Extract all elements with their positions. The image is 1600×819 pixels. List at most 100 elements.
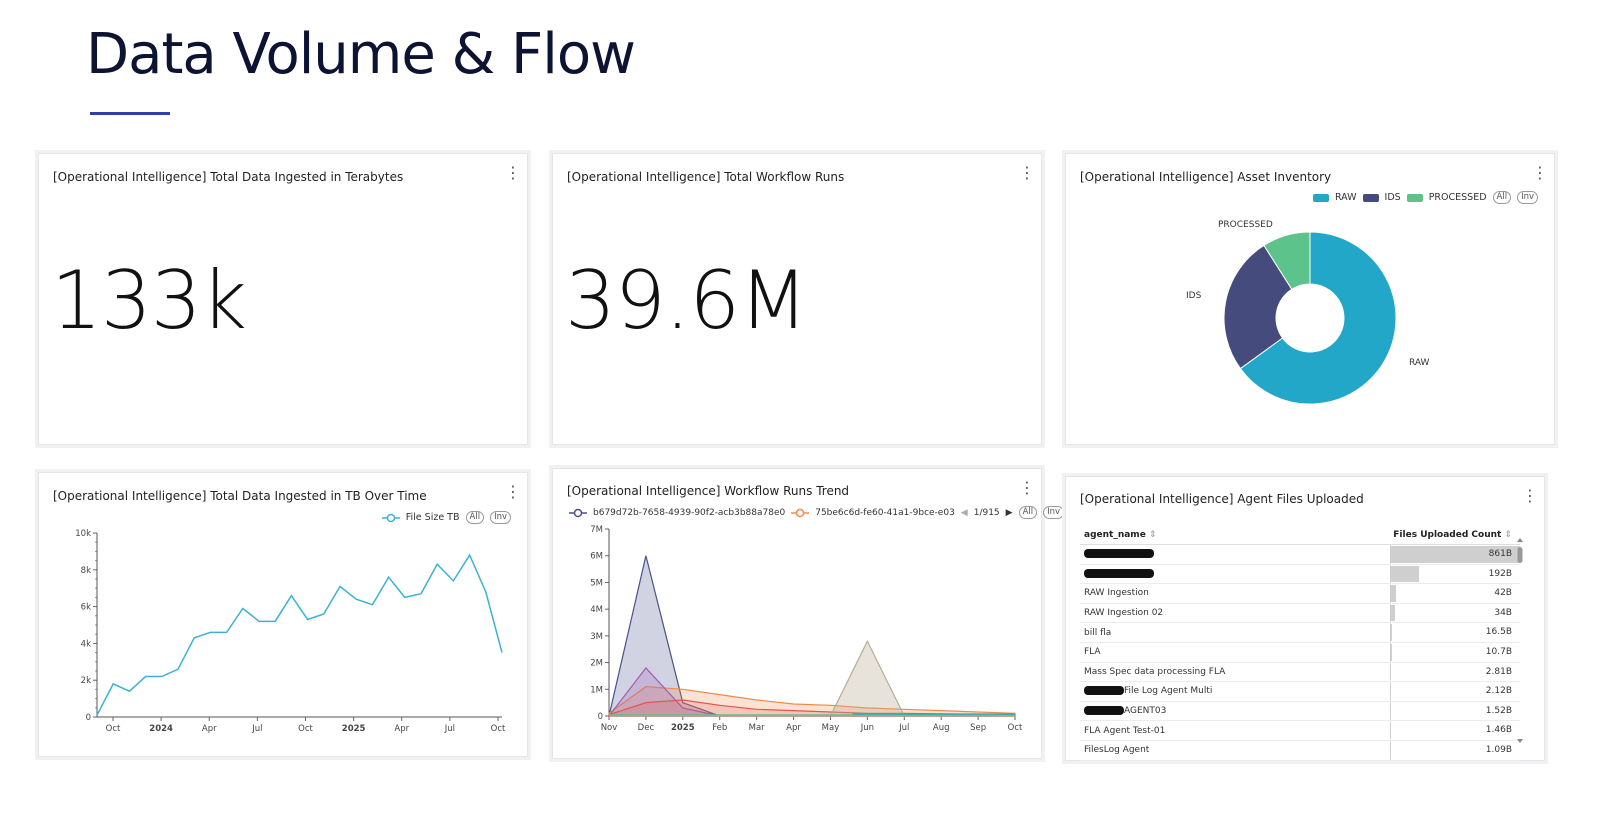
card-title: [Operational Intelligence] Asset Invento…: [1080, 170, 1332, 184]
legend-item-raw[interactable]: RAW: [1334, 192, 1357, 203]
y-tick-label: 0: [598, 712, 603, 722]
legend-item-series-2[interactable]: 75be6c6d-fe60-41a1-9bce-e03: [815, 507, 955, 518]
table-header: agent_name ⇕ Files Uploaded Count ⇕: [1080, 525, 1520, 545]
x-tick-label: Jun: [860, 723, 874, 733]
card-ingested-over-time: [Operational Intelligence] Total Data In…: [38, 472, 528, 757]
table-row[interactable]: bill fla 16.5B: [1080, 623, 1520, 643]
legend-prev-page-icon[interactable]: ◀: [960, 507, 968, 518]
legend-invert-toggle[interactable]: Inv: [1043, 506, 1065, 519]
legend-item-ids[interactable]: IDS: [1384, 192, 1401, 203]
files-count-value: 16.5B: [1485, 627, 1512, 638]
x-tick-label: Jul: [251, 724, 262, 734]
redacted-text: [1084, 568, 1154, 578]
redacted-text: [1084, 706, 1124, 716]
agent-name-cell: Mass Spec data processing FLA: [1080, 667, 1390, 677]
agent-name-cell: RAW Ingestion: [1080, 588, 1390, 598]
cell-bar: [1390, 624, 1393, 641]
files-count-cell: 2.81B: [1390, 662, 1520, 682]
agent-name-cell: FLA: [1080, 647, 1390, 657]
legend-item-processed[interactable]: PROCESSED: [1428, 192, 1487, 203]
x-tick-label: 2025: [671, 723, 695, 733]
column-header-files-uploaded[interactable]: Files Uploaded Count ⇕: [1393, 529, 1512, 540]
table-row[interactable]: FLA 10.7B: [1080, 642, 1520, 663]
x-tick-label: May: [822, 723, 840, 733]
x-tick-label: Jul: [898, 723, 909, 733]
y-tick-label: 3M: [590, 632, 603, 642]
legend-invert-toggle[interactable]: Inv: [490, 511, 511, 524]
files-count-value: 2.12B: [1485, 686, 1512, 697]
sort-icon[interactable]: ⇕: [1148, 529, 1157, 540]
table-row[interactable]: 861B: [1080, 545, 1520, 565]
agent-name-text: RAW Ingestion: [1084, 588, 1149, 599]
x-tick-label: Aug: [933, 723, 950, 733]
table-row[interactable]: RAW Ingestion 42B: [1080, 584, 1520, 604]
series-line-file-size: [96, 553, 503, 716]
legend-item-file-size[interactable]: File Size TB: [405, 512, 460, 523]
table-row[interactable]: 192B: [1080, 564, 1520, 585]
more-options-icon[interactable]: ⋮: [1019, 165, 1035, 182]
legend-next-page-icon[interactable]: ▶: [1005, 507, 1013, 518]
redacted-text: [1084, 549, 1154, 559]
agent-name-cell: File Log Agent Multi: [1080, 686, 1390, 696]
agent-name-text: FLA: [1084, 647, 1101, 658]
x-tick-label: Feb: [712, 723, 727, 733]
agent-name-cell: FLA Agent Test-01: [1080, 726, 1390, 736]
x-tick-label: Nov: [601, 723, 618, 733]
legend-line-marker-icon: [791, 508, 810, 517]
x-tick-label: Apr: [394, 724, 409, 734]
table-row[interactable]: Mass Spec data processing FLA 2.81B: [1080, 662, 1520, 683]
cell-bar: [1390, 565, 1419, 583]
more-options-icon[interactable]: ⋮: [505, 165, 521, 182]
y-tick-label: 2M: [590, 659, 603, 669]
files-count-cell: 34B: [1390, 603, 1520, 623]
table-row[interactable]: FilesLog Agent 1.09B: [1080, 740, 1520, 761]
files-count-value: 1.52B: [1485, 705, 1512, 716]
y-tick-label: 6M: [590, 552, 603, 562]
files-count-value: 42B: [1494, 588, 1512, 599]
files-count-value: 2.81B: [1485, 666, 1512, 677]
legend-line-marker-icon: [381, 513, 400, 522]
table-row[interactable]: RAW Ingestion 02 34B: [1080, 603, 1520, 624]
donut-chart: PROCESSED IDS RAW: [1186, 220, 1430, 405]
agent-name-cell: AGENT03: [1080, 706, 1390, 716]
line-chart: 0 2k 4k 6k 8k 10k Oct 2024 Apr Jul Oct 2025 Apr Jul Oc…: [75, 529, 506, 734]
files-count-value: 861B: [1488, 549, 1512, 559]
x-tick-label: Oct: [298, 724, 313, 734]
title-underline: [90, 112, 170, 115]
card-title: [Operational Intelligence] Total Workflo…: [567, 170, 845, 184]
legend-all-toggle[interactable]: All: [465, 511, 485, 524]
x-tick-label: Apr: [786, 723, 801, 733]
y-tick-label: 0: [86, 713, 91, 723]
legend-line-marker-icon: [569, 508, 587, 517]
table-row[interactable]: AGENT03 1.52B: [1080, 701, 1520, 722]
files-count-value: 192B: [1488, 568, 1512, 579]
y-tick-label: 4M: [590, 605, 603, 615]
y-tick-label: 8k: [81, 566, 91, 576]
chart-legend: File Size TB All Inv: [381, 511, 511, 524]
cell-bar: [1390, 546, 1520, 563]
x-tick-label: Jul: [444, 724, 455, 734]
table-row[interactable]: File Log Agent Multi 2.12B: [1080, 682, 1520, 702]
agent-name-cell: [1080, 568, 1390, 579]
sort-icon[interactable]: ⇕: [1504, 529, 1512, 540]
cell-divider: [1390, 721, 1391, 740]
x-tick-label: Mar: [749, 723, 766, 733]
y-tick-label: 4k: [81, 639, 91, 649]
card-title: [Operational Intelligence] Workflow Runs…: [567, 484, 850, 498]
legend-swatch-ids: [1362, 193, 1379, 202]
agent-name-text: Mass Spec data processing FLA: [1084, 666, 1226, 677]
agent-name-text: File Log Agent Multi: [1124, 686, 1213, 697]
table-scrollbar[interactable]: [1516, 537, 1524, 747]
legend-invert-toggle[interactable]: Inv: [1517, 191, 1538, 204]
legend-item-series-1[interactable]: b679d72b-7658-4939-90f2-acb3b88a78e0: [593, 507, 786, 518]
table-row[interactable]: FLA Agent Test-01 1.46B: [1080, 721, 1520, 741]
slice-label-raw: RAW: [1409, 358, 1430, 368]
y-tick-label: 5M: [590, 578, 603, 588]
more-options-icon[interactable]: ⋮: [1522, 488, 1538, 505]
legend-all-toggle[interactable]: All: [1492, 191, 1512, 204]
legend-all-toggle[interactable]: All: [1018, 506, 1038, 519]
files-count-cell: 2.12B: [1390, 682, 1520, 701]
x-tick-label: 2024: [149, 724, 173, 734]
files-count-cell: 1.46B: [1390, 721, 1520, 740]
column-header-agent-name[interactable]: agent_name ⇕: [1084, 529, 1157, 540]
